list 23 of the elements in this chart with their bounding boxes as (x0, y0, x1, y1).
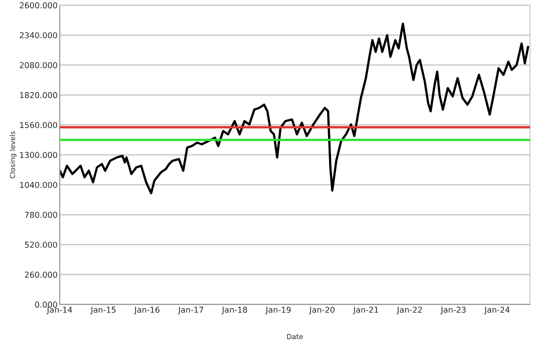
x-tick-label: Jan-18 (222, 306, 247, 314)
y-tick-label: 2600.000 (20, 2, 58, 8)
y-tick-label: 1040.000 (20, 182, 58, 188)
y-tick-label: 1560.000 (20, 122, 58, 128)
x-tick-label: Jan-23 (440, 306, 466, 314)
x-tick-label: Jan-22 (396, 306, 422, 314)
y-tick-label: 1820.000 (20, 92, 58, 98)
y-tick-label: 520.000 (24, 242, 58, 248)
y-tick-label: 2080.000 (20, 62, 58, 68)
y-tick-label: 2340.000 (20, 32, 58, 38)
x-tick-label: Jan-14 (46, 306, 72, 314)
x-tick-label: Jan-16 (134, 306, 160, 314)
line-series (60, 22, 530, 194)
x-tick-label: Jan-19 (265, 306, 291, 314)
x-tick-label: Jan-24 (484, 306, 510, 314)
y-tick-label: 780.000 (24, 212, 58, 218)
x-tick-label: Jan-15 (90, 306, 116, 314)
y-tick-label: 1300.000 (20, 152, 58, 158)
x-tick-label: Jan-21 (352, 306, 378, 314)
x-tick-label: Jan-17 (178, 306, 204, 314)
y-tick-label: 260.000 (24, 272, 58, 278)
x-tick-label: Jan-20 (309, 306, 334, 314)
y-tick-label: 0.000 (35, 302, 58, 308)
